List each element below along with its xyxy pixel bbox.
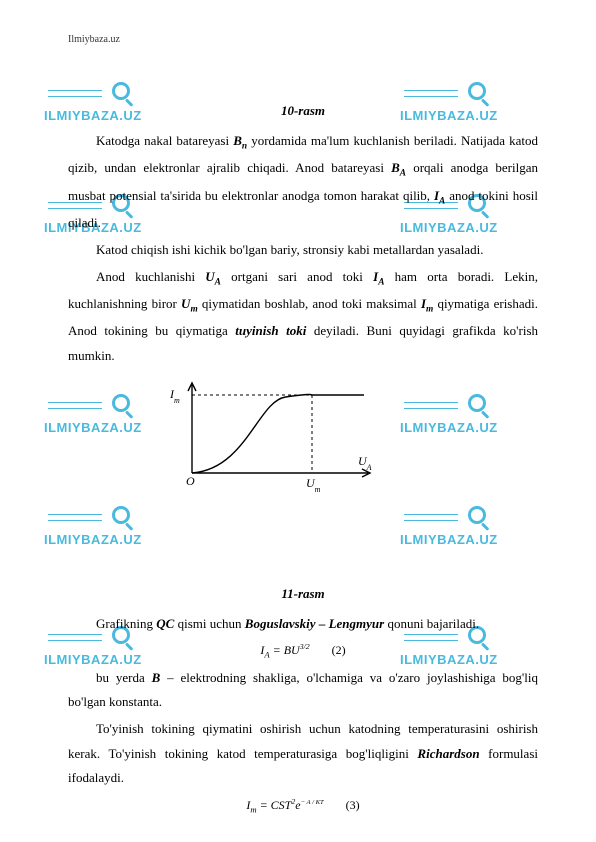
text: Anod kuchlanishi	[96, 269, 205, 284]
eq-e-exp: − A / KT	[301, 799, 324, 806]
spacer	[68, 508, 538, 586]
paragraph-3: Anod kuchlanishi UA ortgani sari anod to…	[68, 265, 538, 369]
symbol-im: Im	[421, 296, 433, 311]
paragraph-5: bu yerda B – elektrodning shakliga, o'lc…	[68, 666, 538, 715]
saturation-chart-svg: Im O Um UA	[158, 377, 378, 495]
paragraph-4: Grafikning QC qismi uchun Boguslavskiy –…	[68, 612, 538, 637]
text: qismi uchun	[174, 616, 244, 631]
saturation-chart: Im O Um UA	[158, 377, 538, 500]
text: Katodga nakal batareyasi	[96, 133, 233, 148]
text: Grafikning	[96, 616, 156, 631]
site-header: Ilmiybaza.uz	[68, 34, 538, 45]
figure-11-caption: 11-rasm	[68, 586, 538, 602]
equation-3: Im = CST2e− A / KT(3)	[68, 797, 538, 814]
text: qiymatidan boshlab, anod toki maksimal	[198, 296, 421, 311]
page: Ilmiybaza.uz 10-rasm Katodga nakal batar…	[0, 0, 596, 842]
paragraph-2: Katod chiqish ishi kichik bo'lgan bariy,…	[68, 238, 538, 263]
figure-10-caption: 10-rasm	[68, 103, 538, 119]
symbol-bn: Bn	[233, 133, 247, 148]
eq-exp: 3/2	[300, 642, 310, 651]
equation-2: IA = BU3/2 (2)	[68, 642, 538, 659]
symbol-ba: BA	[391, 160, 406, 175]
symbol-b: B	[152, 670, 161, 685]
eq-lhs: Im	[246, 798, 256, 812]
eq-lhs: IA	[260, 643, 269, 657]
svg-text:Um: Um	[306, 476, 321, 494]
paragraph-6: To'yinish tokining qiymatini oshirish uc…	[68, 717, 538, 791]
svg-text:Im: Im	[169, 387, 180, 405]
richardson: Richardson	[417, 746, 479, 761]
svg-text:O: O	[186, 474, 195, 488]
text: qonuni bajariladi.	[384, 616, 479, 631]
term-tuyinish: tuyinish toki	[235, 323, 306, 338]
eq-body: = CST	[257, 798, 292, 812]
paragraph-1: Katodga nakal batareyasi Bn yordamida ma…	[68, 129, 538, 236]
eq-number: (2)	[332, 643, 346, 657]
symbol-ia2: IA	[373, 269, 384, 284]
symbol-ia: IA	[434, 188, 445, 203]
eq-number: (3)	[346, 798, 360, 812]
symbol-qc: QC	[156, 616, 174, 631]
svg-text:UA: UA	[358, 454, 372, 472]
symbol-ua: UA	[205, 269, 221, 284]
text: ortgani sari anod toki	[221, 269, 373, 284]
eq-body: = BU	[270, 643, 300, 657]
law-name: Boguslavskiy – Lengmyur	[245, 616, 384, 631]
text: bu yerda	[96, 670, 152, 685]
symbol-um: Um	[181, 296, 198, 311]
